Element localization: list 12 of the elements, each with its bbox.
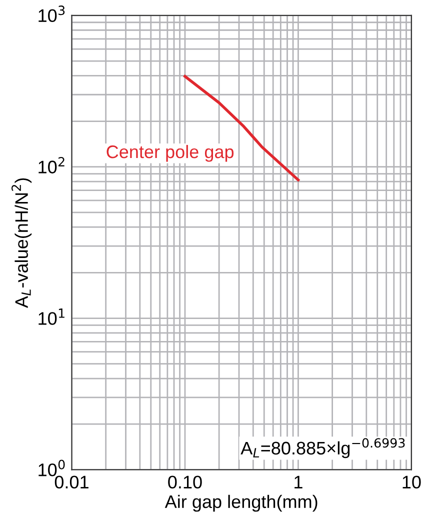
x-tick-label: 10 <box>402 476 421 488</box>
y-axis-title: A$_{L}$-value(nH/N$^{2}$) <box>12 178 32 308</box>
x-axis-title: Air gap length(mm) <box>164 494 318 512</box>
annotation: A$_{L}$=80.885×lg$^{−0.6993}$ <box>240 438 405 458</box>
y-tick-label: 10$^{3}$ <box>38 6 65 22</box>
y-tick-label: 10$^{0}$ <box>38 460 65 476</box>
series-label: Center pole gap <box>106 144 234 162</box>
x-tick-label: 0.10 <box>168 476 202 488</box>
y-tick-label: 10$^{2}$ <box>38 156 64 174</box>
y-tick-label: 10$^{1}$ <box>38 308 64 325</box>
x-tick-label: 1 <box>294 476 302 488</box>
x-tick-label: 0.01 <box>54 476 88 488</box>
